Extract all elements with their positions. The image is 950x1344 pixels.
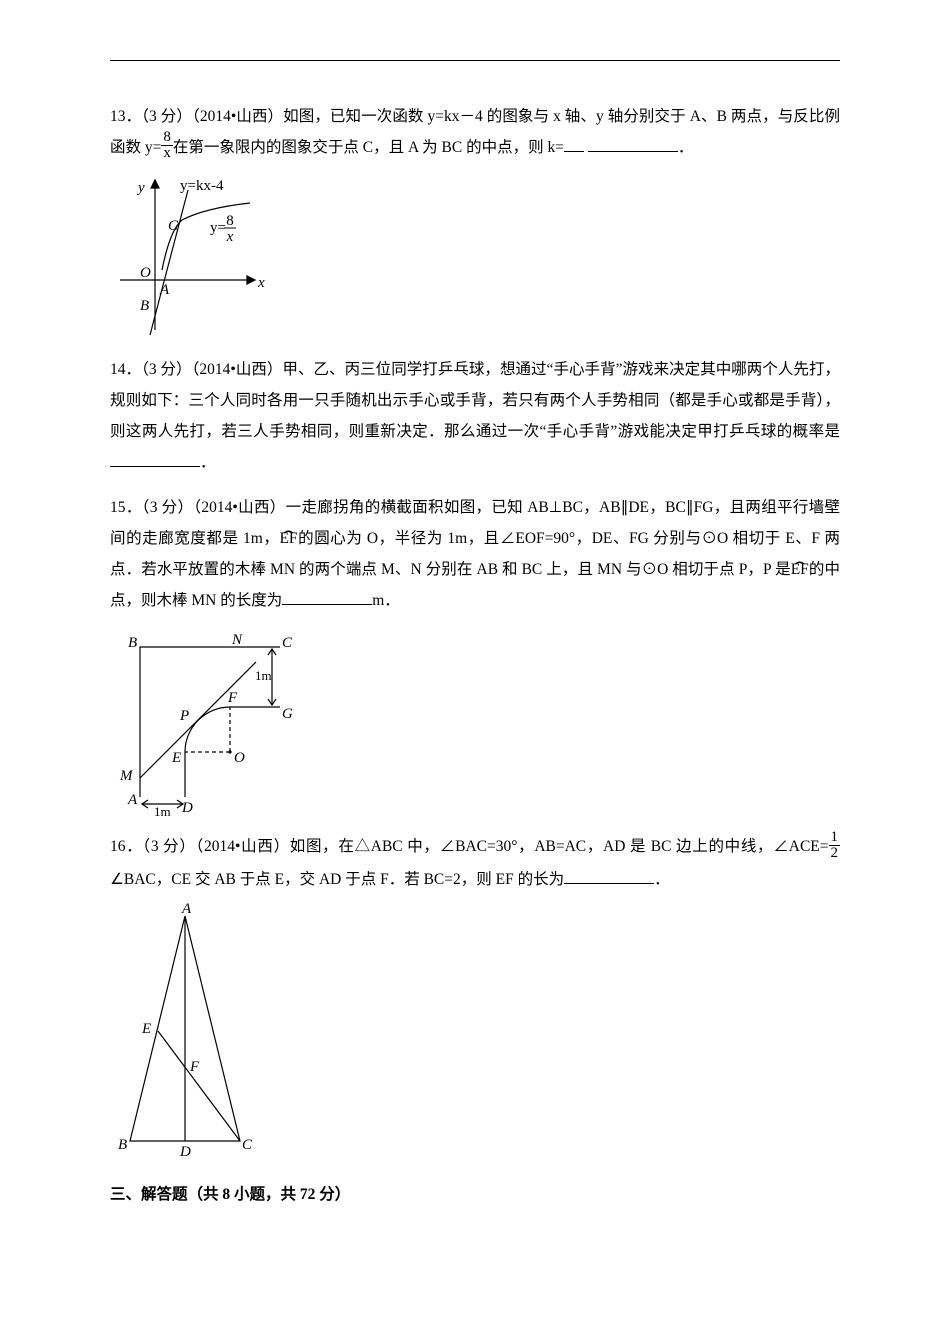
q13-frac: 8x	[161, 130, 173, 162]
q15-label-A: A	[127, 792, 138, 808]
q15-label-E: E	[171, 750, 181, 766]
q16-frac-den: 2	[829, 846, 841, 862]
q16-label-F: F	[189, 1059, 200, 1075]
q14-text-b: ．	[200, 454, 216, 471]
q14-text-a: 14．（3 分）（2014•山西）甲、乙、丙三位同学打乒乓球，想通过“手心手背”…	[110, 361, 840, 440]
q13-label-x: x	[257, 275, 265, 291]
q16-label-A: A	[181, 901, 192, 917]
q13-label-O: O	[140, 265, 151, 281]
q14-text: 14．（3 分）（2014•山西）甲、乙、丙三位同学打乒乓球，想通过“手心手背”…	[110, 354, 840, 478]
q15-label-P: P	[179, 708, 189, 724]
q13-label-A: A	[159, 282, 170, 298]
q13-text-mid: 在第一象限内的图象交于点 C，且 A 为 BC 的中点，则 k=	[173, 139, 564, 156]
section-3-title: 三、解答题（共 8 小题，共 72 分）	[110, 1179, 840, 1210]
q13-svg: y x O A B C y=kx-4 y= 8 x	[110, 170, 275, 340]
question-16: 16．（3 分）（2014•山西）如图，在△ABC 中，∠BAC=30°，AB=…	[110, 831, 840, 1160]
q15-label-G: G	[282, 706, 293, 722]
q15-label-N: N	[231, 632, 243, 648]
question-15: 15．（3 分）（2014•山西）一走廊拐角的横截面积如图，已知 AB⊥BC，A…	[110, 492, 840, 817]
q13-blank-a	[564, 136, 584, 153]
top-rule	[110, 60, 840, 61]
q16-label-B: B	[118, 1137, 127, 1153]
q13-figure: y x O A B C y=kx-4 y= 8 x	[110, 170, 840, 340]
q15-dim-1: 1m	[154, 804, 171, 817]
q16-text-c: ．	[654, 871, 670, 888]
q16-label-D: D	[179, 1144, 191, 1160]
q15-label-O: O	[234, 750, 245, 766]
q15-arc2: EF	[791, 554, 809, 585]
q15-label-C: C	[282, 635, 293, 651]
q15-svg: A B C D E F G M N O P 1m 1m	[110, 622, 300, 817]
q15-label-F: F	[227, 690, 238, 706]
q13-blank-b	[588, 136, 678, 153]
question-14: 14．（3 分）（2014•山西）甲、乙、丙三位同学打乒乓球，想通过“手心手背”…	[110, 354, 840, 478]
q15-label-D: D	[181, 800, 193, 816]
q16-text: 16．（3 分）（2014•山西）如图，在△ABC 中，∠BAC=30°，AB=…	[110, 831, 840, 894]
q16-label-C: C	[242, 1137, 253, 1153]
q13-label-C: C	[168, 218, 179, 234]
q13-label-y: y	[136, 180, 145, 196]
q15-figure: A B C D E F G M N O P 1m 1m	[110, 622, 840, 817]
q16-frac-num: 1	[829, 830, 841, 846]
q13-line-label: y=kx-4	[180, 178, 224, 194]
q15-label-M: M	[119, 768, 134, 784]
q13-frac-num: 8	[161, 130, 173, 146]
q16-frac: 12	[829, 830, 841, 862]
q13-label-B: B	[140, 298, 149, 314]
q13-text: 13．（3 分）（2014•山西）如图，已知一次函数 y=kx－4 的图象与 x…	[110, 101, 840, 164]
q13-curve-frac-den: x	[226, 229, 234, 245]
q16-figure: A B C D E F	[110, 901, 840, 1161]
question-13: 13．（3 分）（2014•山西）如图，已知一次函数 y=kx－4 的图象与 x…	[110, 101, 840, 340]
q15-arc1: EF	[279, 523, 297, 554]
q15-text-d: m．	[372, 592, 400, 609]
q16-text-a: 16．（3 分）（2014•山西）如图，在△ABC 中，∠BAC=30°，AB=…	[110, 838, 829, 855]
q13-curve-frac-num: 8	[226, 213, 234, 229]
q16-text-b: ∠BAC，CE 交 AB 于点 E，交 AD 于点 F．若 BC=2，则 EF …	[110, 871, 564, 888]
q14-blank	[110, 451, 200, 468]
q15-blank	[282, 589, 372, 606]
q15-label-B: B	[128, 635, 137, 651]
q15-text: 15．（3 分）（2014•山西）一走廊拐角的横截面积如图，已知 AB⊥BC，A…	[110, 492, 840, 616]
q16-svg: A B C D E F	[110, 901, 260, 1161]
q13-curve-label-prefix: y=	[210, 220, 226, 236]
q13-frac-den: x	[161, 146, 173, 162]
q16-blank	[564, 867, 654, 884]
q15-dim-2: 1m	[255, 668, 272, 683]
q13-tail: ．	[678, 139, 694, 156]
q16-label-E: E	[141, 1021, 151, 1037]
page: 13．（3 分）（2014•山西）如图，已知一次函数 y=kx－4 的图象与 x…	[0, 0, 950, 1344]
